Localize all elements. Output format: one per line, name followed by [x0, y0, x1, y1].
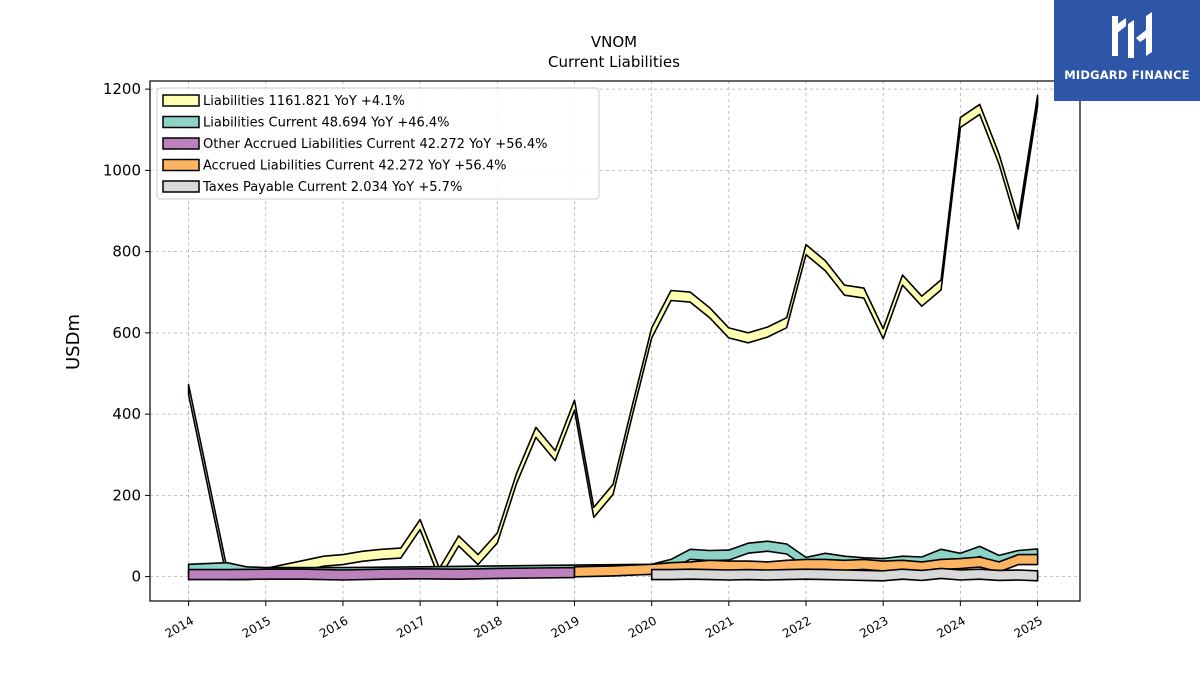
chart-subtitle: Current Liabilities	[548, 53, 680, 71]
legend-entry: Taxes Payable Current 2.034 YoY +5.7%	[202, 180, 462, 195]
midgard-finance-logo: MIDGARD FINANCE	[1054, 0, 1200, 101]
x-tick-label: 2020	[626, 613, 659, 640]
x-tick-label: 2022	[780, 613, 813, 640]
legend-entry: Liabilities 1161.821 YoY +4.1%	[203, 94, 405, 109]
series-band-liabilities	[187, 94, 1039, 581]
x-tick-label: 2017	[394, 613, 427, 640]
x-tick-label: 2018	[471, 613, 504, 640]
chart-title: VNOM	[591, 33, 637, 51]
legend-entry: Accrued Liabilities Current 42.272 YoY +…	[203, 159, 506, 174]
legend-swatch	[162, 180, 200, 193]
x-tick-label: 2025	[1012, 613, 1045, 640]
y-tick-label: 400	[112, 405, 141, 423]
legend-box	[156, 87, 600, 200]
x-tick-label: 2014	[163, 613, 196, 640]
y-tick-label: 1000	[103, 161, 141, 179]
legend-swatch	[162, 115, 200, 129]
y-tick-label: 1200	[103, 80, 141, 98]
y-axis: 0 200 400 600 800 1000 1200	[103, 80, 150, 586]
legend-swatch	[162, 158, 200, 172]
y-axis-label: USDm	[63, 314, 84, 370]
legend-swatch	[162, 137, 200, 150]
x-tick-label: 2019	[549, 613, 582, 640]
x-axis: 2014 2015 2016 2017 2018 2019 2020 2021 2022 2023…	[163, 601, 1045, 641]
legend: Liabilities 1161.821 YoY +4.1% Liabilitie…	[156, 87, 600, 200]
x-tick-label: 2023	[857, 613, 890, 640]
legend-swatch	[162, 94, 200, 107]
y-tick-label: 200	[112, 486, 141, 504]
legend-entry: Other Accrued Liabilities Current 42.272…	[203, 137, 548, 152]
x-tick-label: 2024	[934, 613, 967, 640]
logo-text: MIDGARD FINANCE	[1064, 68, 1190, 82]
y-tick-label: 0	[131, 568, 141, 586]
legend-entry: Liabilities Current 48.694 YoY +46.4%	[203, 116, 450, 131]
y-tick-label: 800	[112, 243, 141, 261]
series-band-other-accrued-liabilities-current	[187, 566, 576, 581]
x-tick-label: 2016	[317, 613, 350, 640]
y-tick-label: 600	[112, 324, 141, 342]
series-layer	[187, 94, 1039, 582]
midgard-logo-icon	[1112, 12, 1152, 58]
series-band-taxes-payable-current	[650, 567, 1039, 582]
x-tick-label: 2021	[703, 613, 736, 640]
plot-frame	[149, 80, 1081, 602]
x-tick-label: 2015	[240, 613, 273, 640]
